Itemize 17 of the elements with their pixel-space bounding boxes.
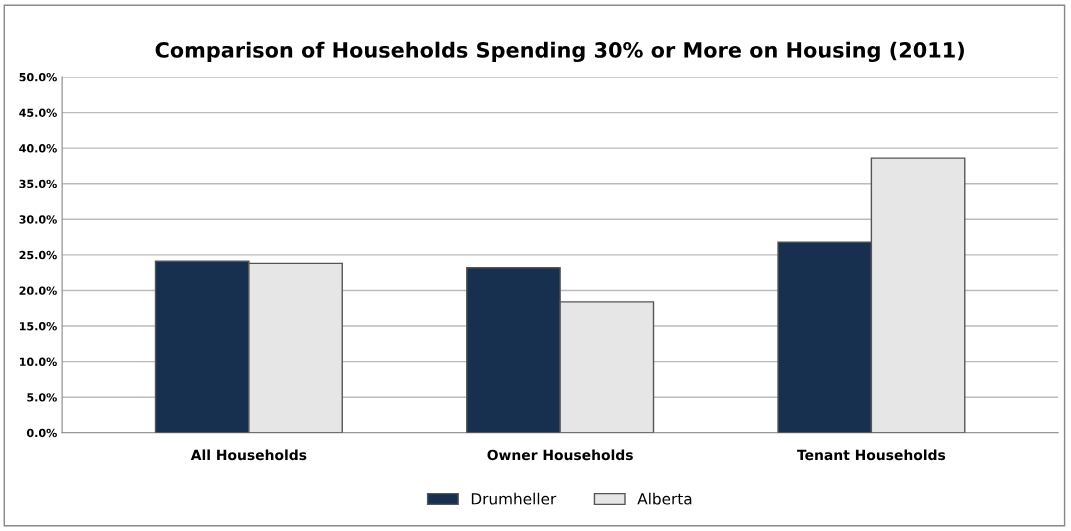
legend-label: Drumheller [471,492,557,505]
x-tick-label: Owner Households [487,449,633,461]
y-tick-label: 35.0% [19,179,57,189]
y-tick-label: 15.0% [19,322,57,331]
y-tick-label: 25.0% [19,250,57,260]
chart-title: Comparison of Households Spending 30% or More on Housing (2011) [155,41,964,63]
y-tick-label: 0.0% [26,428,57,438]
x-tick-label: Tenant Households [797,449,946,461]
legend-label: Alberta [637,492,692,505]
y-tick-label: 10.0% [19,357,57,366]
y-tick-label: 40.0% [19,144,57,153]
y-tick-label: 45.0% [19,108,57,117]
y-tick-label: 5.0% [27,393,57,402]
y-tick-label: 50.0% [19,72,57,82]
y-tick-label: 20.0% [19,286,57,295]
x-tick-label: All Households [190,449,307,461]
y-tick-label: 30.0% [19,215,57,224]
